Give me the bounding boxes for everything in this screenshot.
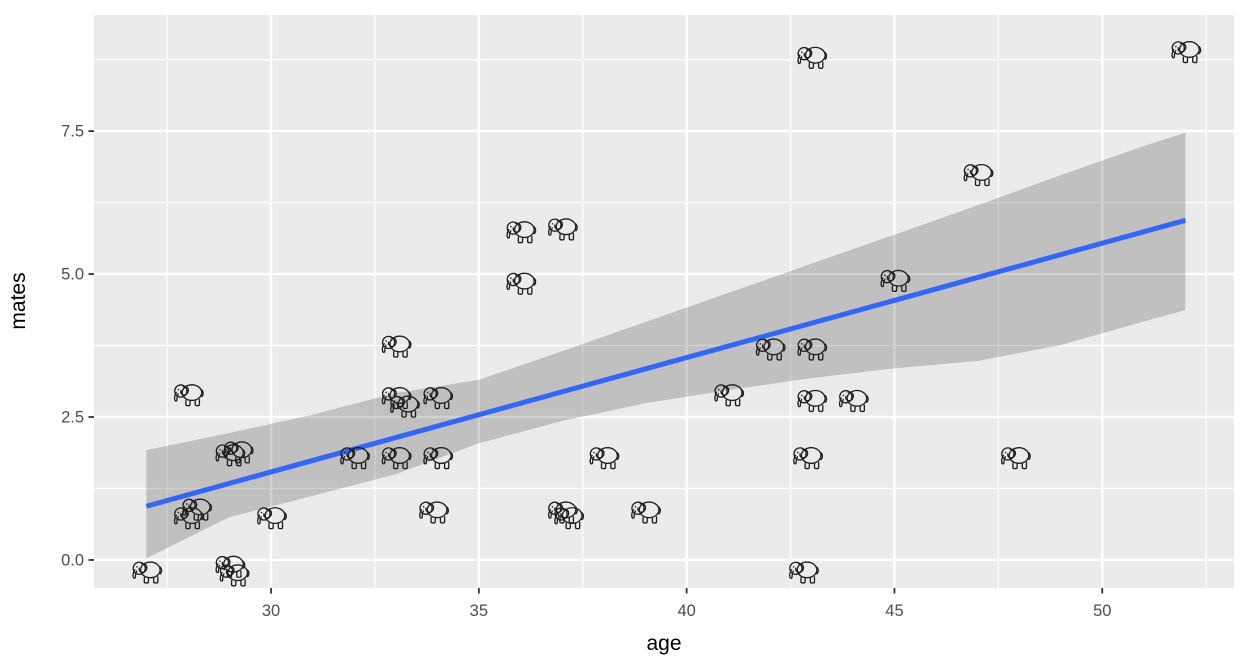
regression-line [145,217,1187,509]
y-tick-label: 0.0 [61,551,84,569]
x-tick-label: 30 [262,602,280,620]
trend-line [145,217,1187,509]
y-axis-title: mates [7,272,30,329]
axis-ticks-and-labels: 30 35 40 45 50 0.0 2.5 5.0 7.5 [61,123,1111,620]
panel-background [94,15,1234,588]
x-tick-label: 35 [470,602,488,620]
y-tick-label: 5.0 [61,266,84,284]
x-axis-title: age [646,632,681,655]
x-tick-label: 45 [885,602,903,620]
confidence-band [146,132,1186,559]
y-tick-label: 2.5 [61,409,84,427]
x-tick-label: 50 [1093,602,1111,620]
plot-panel [94,15,1234,588]
y-tick-label: 7.5 [61,123,84,141]
confidence-band-area [146,132,1186,559]
x-tick-label: 40 [677,602,695,620]
gridlines [94,15,1234,588]
